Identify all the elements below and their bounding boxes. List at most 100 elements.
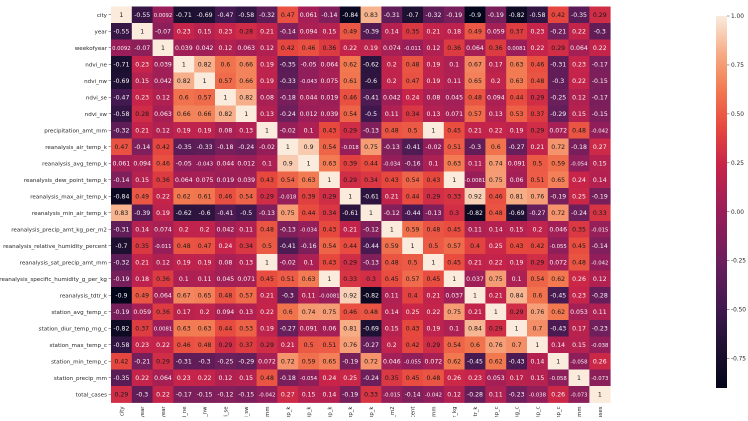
heatmap-cell-r8-c11 (339, 138, 361, 156)
heatmap-cell-r9-c13 (381, 155, 403, 172)
heatmap-cell-value-r23-c0: 0.29 (115, 391, 129, 398)
heatmap-cell-r19-c7 (256, 320, 278, 337)
heatmap-cell-value-r21-c5: -0.25 (217, 358, 233, 365)
heatmap-cell-r5-c11 (339, 89, 361, 106)
heatmap-cell-r21-c11 (339, 353, 361, 370)
heatmap-cell-value-r15-c4: 0.19 (198, 259, 212, 266)
heatmap-cell-r17-c9 (298, 287, 320, 304)
colorbar-tick-label-0: 1.00 (731, 14, 744, 20)
heatmap-cell-r19-c23 (589, 320, 611, 337)
heatmap-cell-r2-c1 (131, 39, 153, 57)
heatmap-cell-value-r3-c22: 0.23 (572, 61, 586, 68)
heatmap-cell-value-r8-c12: 0.75 (364, 144, 378, 151)
heatmap-cell-r21-c23 (589, 353, 611, 370)
heatmap-cell-value-r17-c4: 0.65 (198, 292, 212, 299)
heatmap-cell-value-r6-c17: 0.57 (468, 111, 482, 118)
column-label-ndvi-nw-4: ndvi_nw (203, 406, 209, 417)
heatmap-cell-value-r21-c15: 0.072 (425, 358, 443, 365)
heatmap-cell-value-r2-c6: 0.063 (237, 45, 255, 52)
heatmap-cell-r2-c17 (464, 39, 486, 57)
heatmap-cell-value-r11-c20: 0.76 (531, 193, 545, 200)
heatmap-cell-value-r7-c4: 0.19 (198, 127, 212, 134)
heatmap-cell-r23-c12 (360, 386, 382, 403)
heatmap-cell-r17-c13 (381, 287, 403, 304)
heatmap-cell-r0-c0 (111, 6, 133, 24)
heatmap-cell-value-r21-c13: 0.046 (383, 358, 401, 365)
heatmap-cell-r0-c19 (506, 6, 528, 24)
heatmap-cell-r20-c17 (464, 336, 486, 354)
heatmap-cell-value-r21-c23: 0.26 (593, 358, 607, 365)
heatmap-cell-value-r20-c17: 0.6 (470, 342, 480, 349)
heatmap-cell-r5-c17 (464, 89, 486, 106)
heatmap-cell-value-r0-c12: 0.83 (364, 12, 378, 19)
heatmap-cell-r14-c14 (402, 237, 424, 255)
heatmap-cell-r23-c17 (464, 386, 486, 403)
heatmap-cell-value-r16-c15: 0.45 (427, 276, 441, 283)
heatmap-cell-r14-c10 (319, 237, 341, 255)
heatmap-cell-r6-c11 (339, 105, 361, 123)
heatmap-cell-r15-c19 (506, 254, 528, 271)
heatmap-cell-r19-c22 (568, 320, 590, 337)
heatmap-cell-r22-c14 (402, 369, 424, 387)
heatmap-cell-value-r14-c16: 0.57 (447, 243, 461, 250)
heatmap-cell-value-r12-c18: 0.48 (489, 210, 503, 217)
heatmap-cell-r14-c7 (256, 237, 278, 255)
heatmap-cell-value-r2-c8: 0.42 (281, 45, 295, 52)
heatmap-cell-value-r18-c17: 0.21 (468, 309, 482, 316)
heatmap-cell-value-r13-c22: 0.35 (572, 226, 586, 233)
heatmap-cell-r4-c12 (360, 72, 382, 90)
row-label-reanalysis-tdtr-k: reanalysis_tdtr_k (60, 293, 108, 299)
heatmap-cell-value-r17-c10: -0.0081 (319, 293, 339, 299)
heatmap-cell-value-r6-c11: 0.54 (343, 111, 357, 118)
heatmap-cell-value-r20-c11: 0.76 (343, 342, 357, 349)
heatmap-cell-r1-c4 (194, 23, 216, 40)
heatmap-cell-value-r11-c11: 1 (348, 193, 352, 200)
heatmap-cell-r19-c5 (215, 320, 237, 337)
heatmap-cell-labels: 1 -0.55 0.0092 -0.71 -0.69 -0.47 -0.58 -0.32 0.4… (112, 12, 609, 399)
heatmap-cell-r19-c1 (131, 320, 153, 337)
heatmap-cell-r5-c0 (111, 89, 133, 106)
heatmap-cell-value-r11-c7: 0.29 (260, 193, 274, 200)
heatmap-cell-value-r19-c19: 1 (515, 325, 519, 332)
heatmap-cell-r20-c9 (298, 336, 320, 354)
heatmap-cell-r1-c18 (485, 23, 507, 40)
heatmap-cell-r0-c16 (443, 6, 465, 24)
heatmap-cell-value-r14-c13: 0.59 (385, 243, 399, 250)
heatmap-cell-r19-c20 (527, 320, 549, 337)
column-label-cip-mm-22: cip_mm (577, 407, 583, 418)
column-label-temp-c-21: temp_c (556, 406, 562, 417)
heatmap-cell-r16-c12 (360, 270, 382, 288)
colorbar-gradient (716, 16, 727, 388)
heatmap-cell-value-r22-c7: 0.48 (260, 375, 274, 382)
heatmap-cell-value-r11-c16: 0.33 (447, 193, 461, 200)
heatmap-cell-r18-c23 (589, 303, 611, 321)
heatmap-cell-value-r9-c11: 0.39 (343, 160, 357, 167)
heatmap-cell-r10-c3 (173, 171, 195, 189)
heatmap-cell-value-r7-c20: 0.29 (531, 127, 545, 134)
heatmap-cell-value-r8-c5: -0.18 (217, 144, 233, 151)
heatmap-cell-value-r23-c21: 0.26 (551, 391, 565, 398)
heatmap-cell-r7-c1 (131, 122, 153, 139)
heatmap-cell-value-r3-c13: 0.2 (387, 61, 397, 68)
heatmap-cell-value-r4-c15: 0.19 (427, 78, 441, 85)
heatmap-cell-r11-c14 (402, 188, 424, 205)
heatmap-cell-r13-c23 (589, 221, 611, 238)
heatmap-cell-r5-c15 (423, 89, 445, 106)
heatmap-cell-r14-c12 (360, 237, 382, 255)
heatmap-cell-value-r2-c0: 0.0092 (112, 46, 131, 52)
heatmap-cell-r15-c3 (173, 254, 195, 271)
heatmap-cell-r4-c6 (235, 72, 257, 90)
heatmap-cell-r3-c7 (256, 56, 278, 73)
colorbar: 1.00 0.75 0.50 0.25 0.00 -0.25 -0.50 -0.75 (716, 14, 746, 388)
heatmap-cell-value-r16-c11: 0.33 (343, 276, 357, 283)
heatmap-cell-value-r22-c21: -0.058 (550, 376, 568, 382)
heatmap-cell-r15-c11 (339, 254, 361, 271)
heatmap-cell-r3-c11 (339, 56, 361, 73)
heatmap-cell-value-r0-c23: 0.29 (593, 12, 607, 19)
heatmap-cell-value-r10-c22: 0.24 (572, 177, 586, 184)
heatmap-cell-r1-c10 (319, 23, 341, 40)
heatmap-cell-value-r13-c1: 0.14 (135, 226, 149, 233)
heatmap-cell-r19-c9 (298, 320, 320, 337)
heatmap-cell-value-r9-c21: 0.59 (551, 160, 565, 167)
heatmap-cell-r15-c5 (215, 254, 237, 271)
